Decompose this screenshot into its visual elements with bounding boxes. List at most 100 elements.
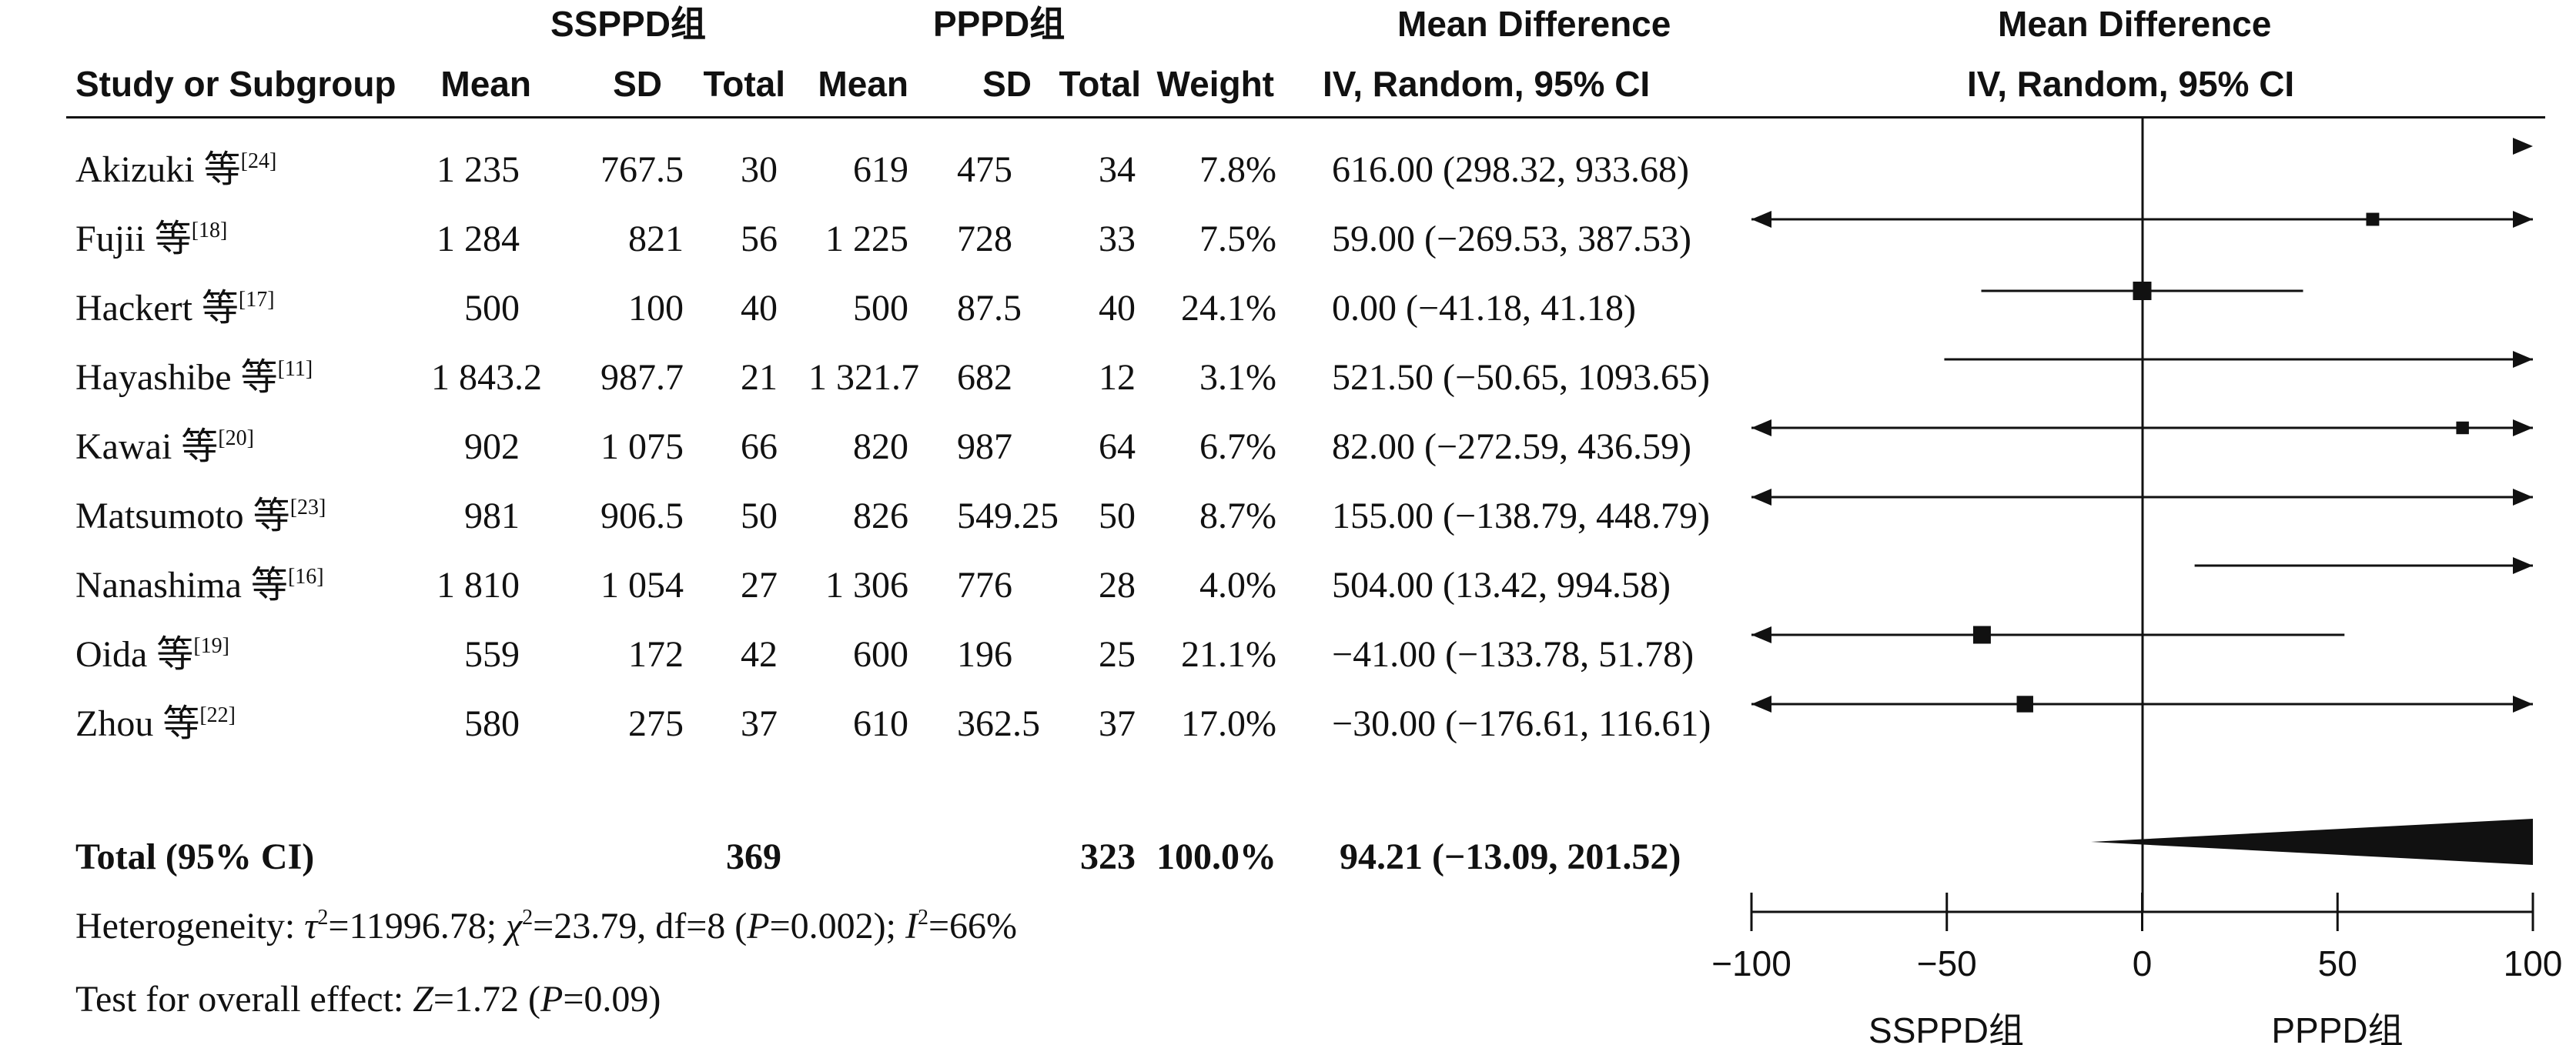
- study-sd1: 987.7: [601, 357, 684, 398]
- weight-column-header: Weight: [1156, 64, 1274, 104]
- x-tick-label: −50: [1917, 943, 1977, 983]
- study-name: Oida 等[19]: [75, 634, 229, 675]
- pooled-diamond: [2091, 819, 2533, 865]
- study-mean1: 500: [464, 288, 520, 329]
- study-total2: 64: [1099, 426, 1136, 467]
- study-mean2: 610: [853, 703, 908, 744]
- study-mean2: 1 321.7: [808, 357, 919, 398]
- study-total1: 42: [741, 634, 778, 675]
- study-weight: 17.0%: [1181, 703, 1276, 744]
- study-sd1: 172: [628, 634, 684, 675]
- x-tick-label: 0: [2133, 943, 2153, 983]
- point-estimate: [2133, 282, 2152, 300]
- ci-arrowhead: [2513, 138, 2533, 155]
- study-total2: 28: [1099, 565, 1136, 606]
- study-weight: 6.7%: [1199, 426, 1276, 467]
- study-total1: 56: [741, 219, 778, 259]
- study-total2: 33: [1099, 219, 1136, 259]
- study-sd2: 682: [957, 357, 1012, 398]
- study-sd2: 362.5: [957, 703, 1040, 744]
- study-weight: 4.0%: [1199, 565, 1276, 606]
- study-column-header: Study or Subgroup: [75, 64, 396, 104]
- ci-arrowhead: [1751, 696, 1771, 713]
- mean-difference-header: Mean Difference: [1397, 4, 1671, 44]
- study-mean1: 559: [464, 634, 520, 675]
- study-total1: 37: [741, 703, 778, 744]
- study-mean1: 1 284: [437, 219, 520, 259]
- study-weight: 24.1%: [1181, 288, 1276, 329]
- study-total1: 30: [741, 149, 778, 190]
- study-mean2: 619: [853, 149, 908, 190]
- study-ci: 82.00 (−272.59, 436.59): [1332, 426, 1692, 467]
- ci-arrowhead: [2513, 696, 2533, 713]
- study-sd1: 100: [628, 288, 684, 329]
- ci-arrowhead: [2513, 489, 2533, 506]
- mean2-column-header: Mean: [818, 64, 908, 104]
- study-sd2: 776: [957, 565, 1012, 606]
- study-sd1: 821: [628, 219, 684, 259]
- study-weight: 3.1%: [1199, 357, 1276, 398]
- study-sd2: 475: [957, 149, 1012, 190]
- study-weight: 7.5%: [1199, 219, 1276, 259]
- study-sd2: 87.5: [957, 288, 1022, 329]
- study-mean2: 820: [853, 426, 908, 467]
- study-total2: 34: [1099, 149, 1136, 190]
- total2-value: 323: [1080, 836, 1136, 877]
- study-sd1: 906.5: [601, 496, 684, 536]
- study-mean1: 902: [464, 426, 520, 467]
- study-ci: 155.00 (−138.79, 448.79): [1332, 496, 1711, 536]
- study-name: Hayashibe 等[11]: [75, 357, 313, 398]
- sd2-column-header: SD: [982, 64, 1032, 104]
- study-weight: 8.7%: [1199, 496, 1276, 536]
- x-tick-label: −100: [1711, 943, 1791, 983]
- study-sd2: 728: [957, 219, 1012, 259]
- sd1-column-header: SD: [613, 64, 662, 104]
- study-sd1: 275: [628, 703, 684, 744]
- x-tick-label: 50: [2318, 943, 2357, 983]
- ci-arrowhead: [1751, 419, 1771, 436]
- study-total1: 50: [741, 496, 778, 536]
- control-group-header: PPPD组: [933, 4, 1066, 44]
- study-total2: 37: [1099, 703, 1136, 744]
- study-sd1: 767.5: [601, 149, 684, 190]
- point-estimate: [2366, 212, 2380, 226]
- study-mean1: 981: [464, 496, 520, 536]
- study-mean1: 1 810: [437, 565, 520, 606]
- study-weight: 21.1%: [1181, 634, 1276, 675]
- study-sd2: 549.25: [957, 496, 1059, 536]
- heterogeneity-text: Heterogeneity: τ2=11996.78; χ2=23.79, df…: [75, 906, 1018, 947]
- study-name: Zhou 等[22]: [75, 703, 236, 744]
- ci-arrowhead: [1751, 211, 1771, 228]
- study-mean1: 1 235: [437, 149, 520, 190]
- study-ci: 59.00 (−269.53, 387.53): [1332, 219, 1692, 259]
- ci-arrowhead: [2513, 419, 2533, 436]
- study-sd1: 1 075: [601, 426, 684, 467]
- study-sd2: 987: [957, 426, 1012, 467]
- study-total1: 66: [741, 426, 778, 467]
- study-mean2: 500: [853, 288, 908, 329]
- experimental-group-header: SSPPD组: [550, 4, 706, 44]
- study-ci: −41.00 (−133.78, 51.78): [1332, 634, 1694, 675]
- ci-arrowhead: [2513, 351, 2533, 368]
- study-ci: 0.00 (−41.18, 41.18): [1332, 288, 1637, 329]
- study-name: Nanashima 等[16]: [75, 565, 324, 606]
- study-total1: 40: [741, 288, 778, 329]
- total2-column-header: Total: [1059, 64, 1141, 104]
- ci-arrowhead: [2513, 211, 2533, 228]
- total1-value: 369: [726, 836, 781, 877]
- ci-arrowhead: [1751, 626, 1771, 643]
- study-ci: 504.00 (13.42, 994.58): [1332, 565, 1671, 606]
- study-total1: 27: [741, 565, 778, 606]
- axis-footer-left: SSPPD组: [1868, 1010, 2024, 1045]
- study-name: Fujii 等[18]: [75, 219, 228, 259]
- ci-column-header: IV, Random, 95% CI: [1323, 64, 1651, 104]
- study-weight: 7.8%: [1199, 149, 1276, 190]
- point-estimate: [1972, 626, 1991, 644]
- study-total2: 25: [1099, 634, 1136, 675]
- study-ci: 521.50 (−50.65, 1093.65): [1332, 357, 1711, 398]
- study-mean2: 1 225: [825, 219, 908, 259]
- plot-ci-header: IV, Random, 95% CI: [1967, 64, 2295, 104]
- study-total2: 50: [1099, 496, 1136, 536]
